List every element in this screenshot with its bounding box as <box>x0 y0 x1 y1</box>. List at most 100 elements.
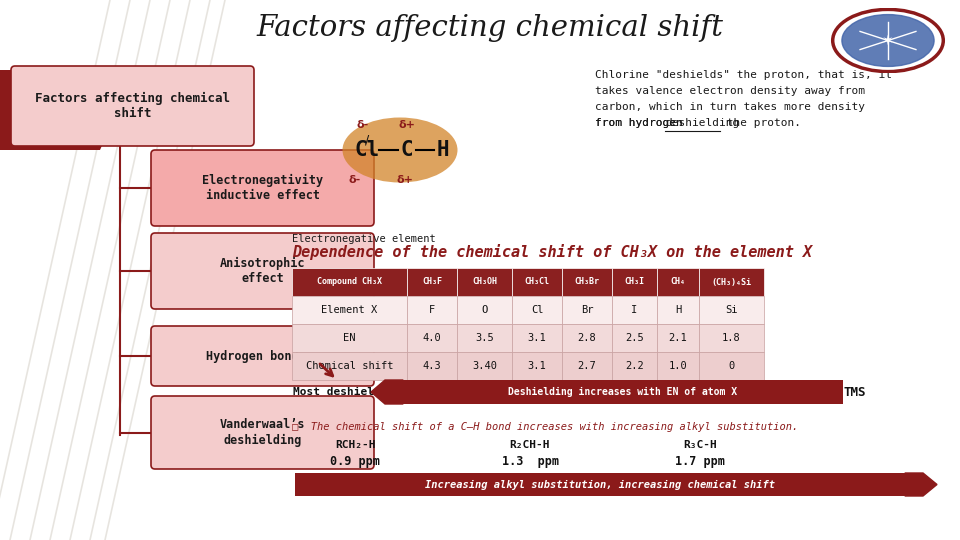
FancyBboxPatch shape <box>292 324 407 352</box>
Text: Deshielding increases with EN of atom X: Deshielding increases with EN of atom X <box>509 387 737 397</box>
Text: 3.1: 3.1 <box>528 333 546 343</box>
FancyBboxPatch shape <box>699 324 764 352</box>
FancyBboxPatch shape <box>699 352 764 380</box>
Text: 2.5: 2.5 <box>625 333 644 343</box>
FancyBboxPatch shape <box>151 233 374 309</box>
Text: 1.8: 1.8 <box>722 333 741 343</box>
FancyArrow shape <box>905 473 937 496</box>
FancyBboxPatch shape <box>151 326 374 386</box>
Text: Most deshielded: Most deshielded <box>293 387 395 397</box>
Text: 4.3: 4.3 <box>422 361 442 371</box>
FancyBboxPatch shape <box>457 324 512 352</box>
Text: takes valence electron density away from: takes valence electron density away from <box>595 86 865 96</box>
FancyBboxPatch shape <box>657 352 699 380</box>
Text: δ-: δ- <box>348 175 361 185</box>
Text: RCH₂-H: RCH₂-H <box>335 440 375 450</box>
FancyBboxPatch shape <box>512 352 562 380</box>
Text: Cl: Cl <box>354 140 379 160</box>
Text: 0: 0 <box>729 361 734 371</box>
Text: 2.2: 2.2 <box>625 361 644 371</box>
Text: Hydrogen bonding: Hydrogen bonding <box>205 349 320 362</box>
FancyBboxPatch shape <box>11 66 254 146</box>
Text: Factors affecting chemical
shift: Factors affecting chemical shift <box>35 92 230 120</box>
Text: Element X: Element X <box>322 305 377 315</box>
FancyBboxPatch shape <box>512 296 562 324</box>
Text: 3.5: 3.5 <box>475 333 493 343</box>
Text: CH₄: CH₄ <box>670 278 685 287</box>
Text: CH₃F: CH₃F <box>422 278 442 287</box>
Text: Dependence of the chemical shift of CH₃X on the element X: Dependence of the chemical shift of CH₃X… <box>292 244 812 260</box>
Text: Anisotrophic
effect: Anisotrophic effect <box>220 257 305 285</box>
Text: 2.8: 2.8 <box>578 333 596 343</box>
Text: 2.1: 2.1 <box>668 333 687 343</box>
Text: carbon, which in turn takes more density: carbon, which in turn takes more density <box>595 102 865 112</box>
FancyBboxPatch shape <box>699 268 764 296</box>
Text: CH₃I: CH₃I <box>625 278 644 287</box>
FancyBboxPatch shape <box>612 296 657 324</box>
FancyBboxPatch shape <box>292 268 407 296</box>
Text: C: C <box>400 140 414 160</box>
Text: TMS: TMS <box>844 386 866 399</box>
Text: Cl: Cl <box>531 305 543 315</box>
Text: Chemical shift: Chemical shift <box>305 361 394 371</box>
FancyBboxPatch shape <box>457 296 512 324</box>
Text: 2.7: 2.7 <box>578 361 596 371</box>
Text: □  The chemical shift of a C—H bond increases with increasing alkyl substitution: □ The chemical shift of a C—H bond incre… <box>292 422 799 432</box>
Text: δ+: δ+ <box>398 120 416 130</box>
Text: ✶: ✶ <box>882 33 894 48</box>
Text: H: H <box>437 140 449 160</box>
Text: H: H <box>675 305 682 315</box>
FancyBboxPatch shape <box>657 296 699 324</box>
Text: /: / <box>365 133 370 146</box>
FancyBboxPatch shape <box>657 324 699 352</box>
FancyBboxPatch shape <box>151 150 374 226</box>
FancyBboxPatch shape <box>457 352 512 380</box>
Polygon shape <box>0 70 118 150</box>
Text: Electronegativity
inductive effect: Electronegativity inductive effect <box>202 174 324 202</box>
FancyBboxPatch shape <box>403 380 843 404</box>
FancyBboxPatch shape <box>562 352 612 380</box>
Text: 4.0: 4.0 <box>422 333 442 343</box>
Text: 3.1: 3.1 <box>528 361 546 371</box>
Text: δ+: δ+ <box>396 175 414 185</box>
Text: 3.40: 3.40 <box>472 361 497 371</box>
FancyBboxPatch shape <box>562 296 612 324</box>
FancyBboxPatch shape <box>612 268 657 296</box>
FancyBboxPatch shape <box>407 324 457 352</box>
Text: Compound CH₃X: Compound CH₃X <box>317 278 382 287</box>
Text: EN: EN <box>344 333 356 343</box>
Text: Br: Br <box>581 305 593 315</box>
FancyBboxPatch shape <box>512 324 562 352</box>
FancyBboxPatch shape <box>562 268 612 296</box>
Text: R₃C-H: R₃C-H <box>684 440 717 450</box>
Text: Vanderwaal’s
deshielding: Vanderwaal’s deshielding <box>220 418 305 447</box>
Text: from hydrogen: from hydrogen <box>595 118 689 128</box>
FancyBboxPatch shape <box>292 352 407 380</box>
FancyBboxPatch shape <box>512 268 562 296</box>
FancyBboxPatch shape <box>407 268 457 296</box>
Text: I: I <box>632 305 637 315</box>
FancyBboxPatch shape <box>612 352 657 380</box>
FancyArrow shape <box>371 380 403 404</box>
FancyBboxPatch shape <box>562 324 612 352</box>
Text: 1.3  ppm: 1.3 ppm <box>501 455 559 468</box>
FancyBboxPatch shape <box>612 324 657 352</box>
Text: R₂CH-H: R₂CH-H <box>510 440 550 450</box>
Circle shape <box>842 15 934 66</box>
Text: from hydrogen: from hydrogen <box>595 118 689 128</box>
Text: O: O <box>481 305 488 315</box>
Ellipse shape <box>343 118 458 183</box>
FancyBboxPatch shape <box>457 268 512 296</box>
Text: CH₃Cl: CH₃Cl <box>524 278 549 287</box>
Text: Si: Si <box>725 305 737 315</box>
FancyBboxPatch shape <box>151 396 374 469</box>
Text: 1.7 ppm: 1.7 ppm <box>675 455 725 468</box>
Text: CH₃Br: CH₃Br <box>574 278 599 287</box>
FancyBboxPatch shape <box>407 296 457 324</box>
FancyBboxPatch shape <box>292 296 407 324</box>
Text: 0.9 ppm: 0.9 ppm <box>330 455 380 468</box>
Text: (CH₃)₄Si: (CH₃)₄Si <box>711 278 752 287</box>
Text: 1.0: 1.0 <box>668 361 687 371</box>
Text: CH₃OH: CH₃OH <box>472 278 497 287</box>
Text: Factors affecting chemical shift: Factors affecting chemical shift <box>256 14 724 42</box>
